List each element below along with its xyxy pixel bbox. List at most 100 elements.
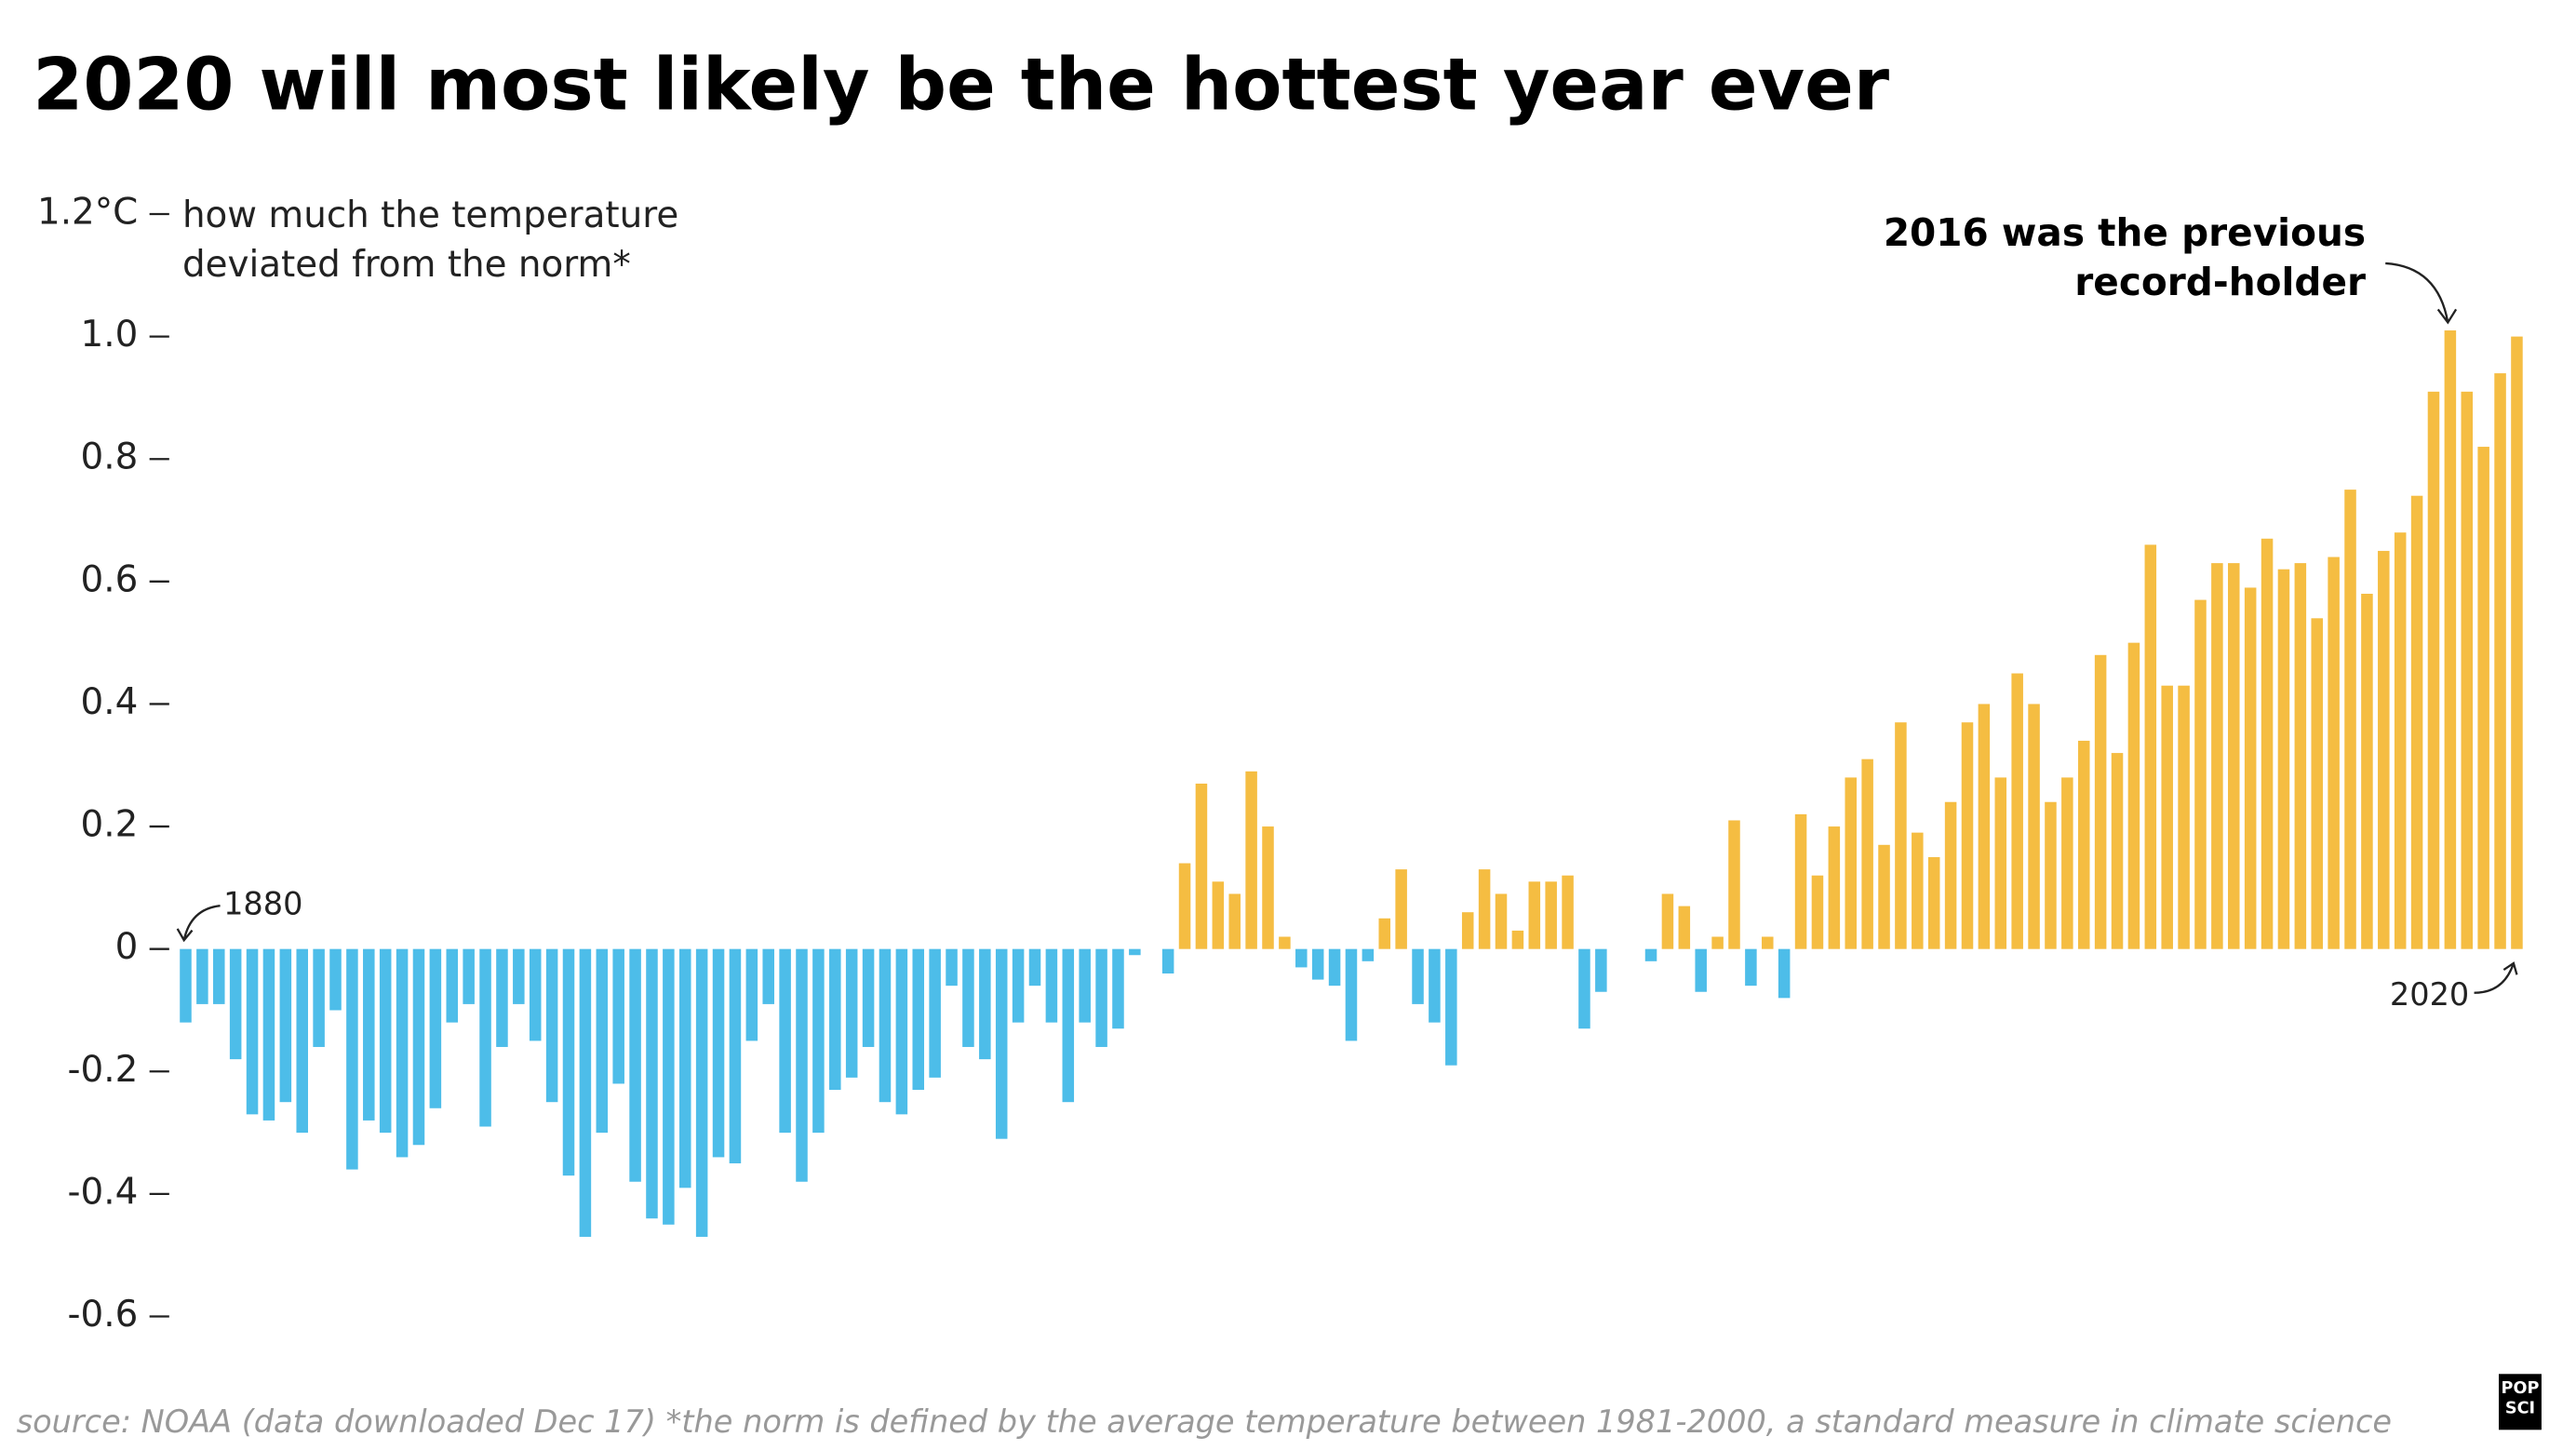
chart-title: 2020 will most likely be the hottest yea… [33,43,1889,127]
bar [2394,532,2407,949]
bar [1279,936,1291,949]
bar [1944,801,1957,949]
bar [2178,685,2190,949]
bar [1228,893,1241,949]
y-tick-label: -0.6 [68,1294,139,1336]
bar [196,948,208,1004]
bar [929,948,941,1078]
bar [1328,948,1341,987]
bar [1295,948,1308,968]
bar [479,948,491,1127]
bar [363,948,375,1121]
bar [1861,759,1873,949]
bar [612,948,624,1084]
bar [579,948,592,1237]
bar [663,948,675,1225]
bar [246,948,259,1115]
annotation-arrow [2474,961,2518,994]
bar [429,948,442,1108]
y-axis-label: how much the temperature [182,195,678,236]
bar [562,948,575,1176]
bar [2511,336,2523,949]
bar [1429,948,1441,1023]
bar [2011,673,2023,949]
y-tick-label: 1.0 [81,314,139,356]
bar [845,948,858,1078]
bar [412,948,425,1146]
logo-text: POP [2502,1379,2540,1398]
bar [1362,948,1375,961]
bar [1012,948,1025,1023]
bar [1661,893,1674,949]
bar [1395,869,1407,949]
bar [1311,948,1324,980]
logo-text: SCI [2505,1399,2535,1417]
bar [2477,447,2489,949]
bar [678,948,691,1188]
bar [962,948,974,1047]
bar [1562,875,1574,949]
bar [729,948,742,1163]
bar [396,948,409,1158]
annotation: 2016 was the previous [1884,210,2366,255]
bar [1178,863,1191,949]
bar [2277,569,2290,949]
bar [2261,538,2274,949]
bar [2361,593,2373,949]
bar [1728,820,1740,949]
bar [1878,844,1890,949]
bar [262,948,275,1121]
bar [2045,801,2057,949]
bar [1828,826,1841,949]
bar [1345,948,1358,1041]
bar [946,948,958,987]
bar [545,948,558,1103]
bar [213,948,225,1004]
bar [2410,495,2423,949]
bar [2444,330,2457,949]
bar [1478,869,1491,949]
y-tick-label: 0.2 [81,804,139,846]
bar [446,948,459,1023]
bar [2094,654,2107,949]
bar [879,948,892,1103]
bar [1412,948,1424,1004]
bar [2427,391,2440,949]
bar [1695,948,1707,992]
bar [1495,893,1508,949]
x-label: 2020 [2390,976,2469,1013]
bar [646,948,658,1219]
bar [1711,936,1724,949]
bar [695,948,708,1237]
bar [2294,563,2307,949]
bar [912,948,925,1091]
bar [1045,948,1058,1023]
bar [2494,373,2506,949]
bar [180,948,192,1023]
y-axis-label: deviated from the norm* [182,244,631,286]
bar [1245,771,1257,949]
bar [1644,948,1657,961]
bar [279,948,292,1103]
bar [1545,881,1557,949]
bar [1445,948,1457,1066]
bar [1195,783,1208,949]
bar [2344,490,2356,949]
bar [346,948,358,1170]
bar [1745,948,1757,987]
source-note: source: NOAA (data downloaded Dec 17) *t… [17,1403,2392,1440]
bar [496,948,508,1047]
bar [2061,777,2073,949]
bar [1678,906,1691,949]
bar [629,948,641,1182]
bar [2127,642,2140,949]
bar [2244,587,2257,949]
bar [1079,948,1091,1023]
x-label: 1880 [223,886,302,922]
y-tick-label: 0.6 [81,558,139,600]
bar [2228,563,2240,949]
bar [379,948,392,1134]
bar [2461,391,2474,949]
